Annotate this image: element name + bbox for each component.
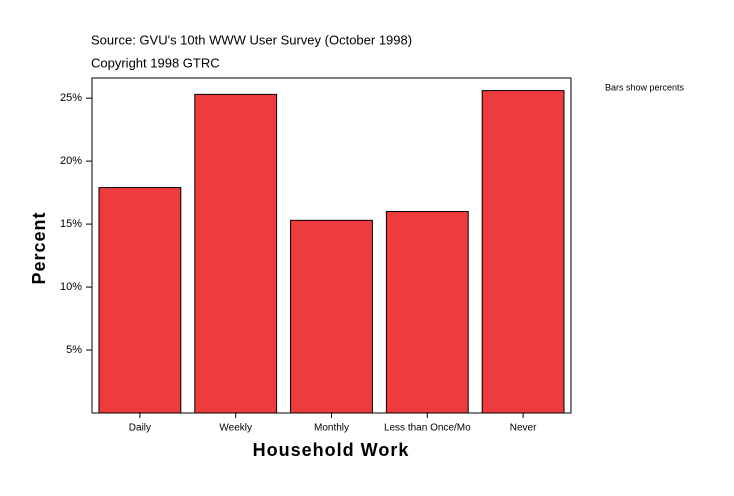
y-tick-label: 25% [60,92,82,104]
y-tick-label: 5% [66,344,82,356]
x-tick-label: Monthly [314,423,349,434]
bar [385,210,469,414]
bar [98,187,182,414]
bar [194,93,278,414]
y-axis-label: Percent [29,211,49,284]
x-axis-label: Household Work [253,440,410,460]
chart-title: Source: GVU's 10th WWW User Survey (Octo… [91,32,412,47]
annotation: Bars show percents [605,82,685,92]
y-tick-label: 10% [60,281,82,293]
y-tick-label: 15% [60,218,82,230]
x-tick-label: Daily [129,423,151,434]
x-tick-label: Never [510,423,537,434]
bar [481,90,565,414]
chart-subtitle: Copyright 1998 GTRC [91,55,220,70]
bar [290,219,373,414]
y-tick-label: 20% [60,155,82,167]
x-tick-label: Less than Once/Mo [384,423,471,434]
x-tick-label: Weekly [219,423,252,434]
